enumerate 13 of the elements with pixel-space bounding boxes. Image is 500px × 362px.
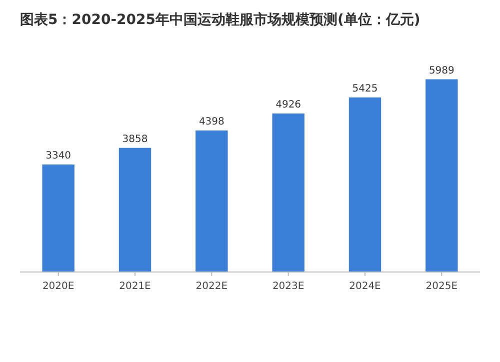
x-tick-label: 2024E (349, 281, 381, 292)
x-tick-label: 2021E (119, 281, 151, 292)
x-tick-label: 2020E (42, 281, 74, 292)
title: 图表5：2020-2025年中国运动鞋服市场规模预测(单位：亿元) (20, 12, 420, 28)
data-label: 3858 (122, 134, 148, 145)
data-label: 5425 (352, 83, 378, 94)
data-label: 4398 (198, 116, 224, 128)
x-tick-label: 2022E (196, 281, 228, 292)
x-tick-label: 2025E (426, 281, 458, 292)
data-label: 5989 (428, 65, 454, 76)
x-tick-label: 2023E (272, 281, 304, 292)
data-label: 3340 (46, 150, 72, 162)
data-label: 4926 (276, 99, 302, 110)
